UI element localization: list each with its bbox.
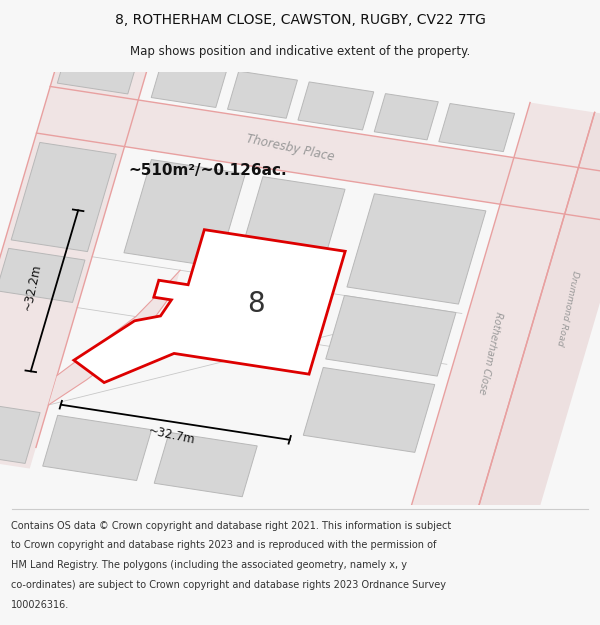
Polygon shape (298, 82, 374, 130)
Text: 100026316.: 100026316. (11, 600, 69, 610)
Polygon shape (235, 177, 345, 282)
Polygon shape (303, 368, 435, 452)
Polygon shape (74, 229, 345, 382)
Text: ~32.2m: ~32.2m (21, 262, 43, 312)
Text: ~32.7m: ~32.7m (146, 424, 196, 447)
Polygon shape (124, 159, 245, 267)
Text: Map shows position and indicative extent of the property.: Map shows position and indicative extent… (130, 45, 470, 58)
Text: Thoresby Place: Thoresby Place (245, 132, 335, 163)
Polygon shape (154, 432, 257, 497)
Text: Rotherham Close: Rotherham Close (476, 311, 503, 396)
Polygon shape (58, 45, 139, 94)
Text: Contains OS data © Crown copyright and database right 2021. This information is : Contains OS data © Crown copyright and d… (11, 521, 451, 531)
Polygon shape (43, 415, 152, 481)
Text: co-ordinates) are subject to Crown copyright and database rights 2023 Ordnance S: co-ordinates) are subject to Crown copyr… (11, 580, 446, 590)
Polygon shape (470, 112, 600, 545)
Text: ~510m²/~0.126ac.: ~510m²/~0.126ac. (128, 162, 287, 177)
Polygon shape (0, 248, 85, 302)
Polygon shape (406, 102, 595, 536)
Polygon shape (374, 94, 439, 140)
Text: Drummond Road: Drummond Road (556, 269, 580, 346)
Polygon shape (0, 401, 40, 463)
Polygon shape (49, 270, 180, 405)
Polygon shape (0, 31, 154, 469)
Polygon shape (227, 71, 298, 118)
Polygon shape (37, 86, 600, 223)
Polygon shape (439, 104, 515, 152)
Polygon shape (347, 194, 486, 304)
Text: to Crown copyright and database rights 2023 and is reproduced with the permissio: to Crown copyright and database rights 2… (11, 541, 436, 551)
Text: HM Land Registry. The polygons (including the associated geometry, namely x, y: HM Land Registry. The polygons (includin… (11, 560, 407, 570)
Text: 8: 8 (247, 290, 265, 318)
Text: 8, ROTHERHAM CLOSE, CAWSTON, RUGBY, CV22 7TG: 8, ROTHERHAM CLOSE, CAWSTON, RUGBY, CV22… (115, 13, 485, 27)
Polygon shape (11, 142, 116, 252)
Polygon shape (151, 59, 227, 108)
Polygon shape (326, 296, 456, 376)
